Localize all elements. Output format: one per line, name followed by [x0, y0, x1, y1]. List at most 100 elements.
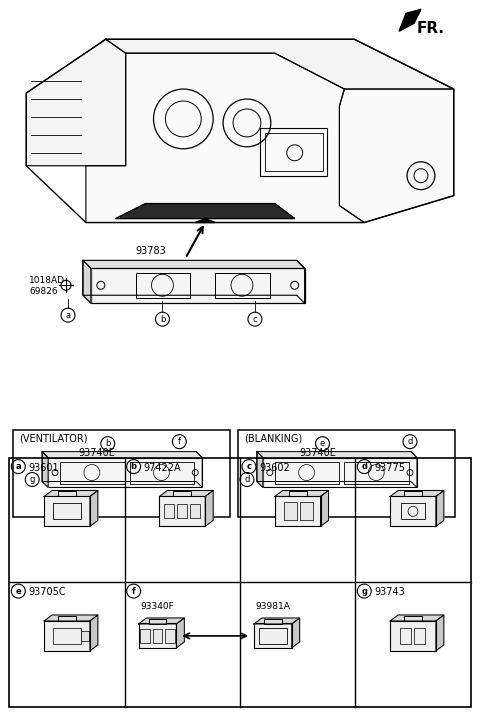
Bar: [400, 628, 411, 644]
Polygon shape: [116, 203, 295, 218]
Polygon shape: [254, 618, 300, 624]
Polygon shape: [44, 615, 98, 621]
Bar: [53, 628, 81, 644]
Bar: [178, 504, 187, 518]
Bar: [390, 621, 436, 651]
Bar: [58, 491, 76, 496]
Bar: [414, 628, 425, 644]
Polygon shape: [90, 615, 98, 651]
Bar: [254, 623, 292, 648]
Bar: [44, 496, 90, 526]
Bar: [173, 491, 192, 496]
Polygon shape: [42, 452, 202, 488]
Polygon shape: [257, 452, 417, 488]
Bar: [140, 629, 150, 643]
Text: 93601: 93601: [28, 463, 59, 473]
Bar: [264, 619, 282, 624]
Bar: [215, 273, 270, 298]
Polygon shape: [436, 491, 444, 526]
Bar: [9, 458, 471, 707]
Text: b: b: [131, 462, 137, 471]
Polygon shape: [139, 618, 184, 624]
Text: a: a: [15, 462, 21, 471]
Polygon shape: [399, 9, 421, 31]
Text: 93740E: 93740E: [78, 448, 115, 458]
Text: 93705C: 93705C: [28, 587, 66, 597]
Bar: [60, 461, 125, 483]
Polygon shape: [292, 618, 300, 648]
Polygon shape: [26, 39, 126, 166]
Bar: [344, 461, 409, 483]
Text: 93981A: 93981A: [255, 602, 290, 611]
Text: 97422A: 97422A: [144, 463, 181, 473]
Bar: [401, 503, 425, 519]
Polygon shape: [195, 218, 215, 223]
Polygon shape: [176, 618, 184, 648]
Text: 93740E: 93740E: [300, 448, 336, 458]
Bar: [404, 491, 422, 496]
Polygon shape: [159, 491, 213, 496]
Polygon shape: [321, 491, 328, 526]
Bar: [53, 503, 81, 519]
Polygon shape: [83, 261, 91, 303]
Polygon shape: [339, 89, 454, 223]
Bar: [148, 619, 167, 624]
Bar: [190, 504, 200, 518]
Bar: [390, 496, 436, 526]
Text: b: b: [105, 439, 110, 448]
Bar: [159, 496, 205, 526]
Text: c: c: [252, 315, 257, 323]
Text: d: d: [408, 437, 413, 446]
Text: 93340F: 93340F: [141, 602, 174, 611]
Text: (VENTILATOR): (VENTILATOR): [19, 433, 88, 443]
Polygon shape: [205, 491, 213, 526]
Text: d: d: [361, 462, 367, 471]
Bar: [165, 504, 174, 518]
Polygon shape: [106, 39, 454, 89]
Bar: [404, 616, 422, 621]
Text: d: d: [244, 475, 250, 484]
Bar: [300, 503, 312, 521]
Bar: [263, 458, 417, 488]
Text: a: a: [65, 311, 71, 320]
Bar: [136, 273, 190, 298]
Polygon shape: [86, 53, 364, 223]
Text: FR.: FR.: [417, 21, 445, 36]
Bar: [284, 503, 297, 521]
Bar: [44, 621, 90, 651]
Polygon shape: [390, 491, 444, 496]
Text: c: c: [246, 462, 252, 471]
Text: 1018AD
69826: 1018AD 69826: [29, 276, 65, 296]
Bar: [130, 461, 194, 483]
Text: f: f: [132, 587, 135, 595]
Polygon shape: [436, 615, 444, 651]
Bar: [153, 629, 162, 643]
Text: b: b: [160, 315, 165, 323]
Bar: [48, 458, 202, 488]
Bar: [260, 128, 327, 176]
Bar: [139, 623, 176, 648]
Polygon shape: [90, 491, 98, 526]
Text: 93775: 93775: [374, 463, 405, 473]
Bar: [265, 133, 323, 171]
Text: e: e: [15, 587, 21, 595]
Text: f: f: [178, 437, 181, 446]
Bar: [275, 496, 321, 526]
Text: 93783: 93783: [136, 246, 167, 256]
Bar: [288, 491, 307, 496]
Text: 93743: 93743: [374, 587, 405, 597]
Text: 93602: 93602: [259, 463, 289, 473]
Polygon shape: [257, 452, 263, 488]
Polygon shape: [390, 615, 444, 621]
Polygon shape: [42, 452, 48, 488]
Bar: [13, 430, 230, 518]
Bar: [166, 629, 175, 643]
Bar: [91, 268, 305, 303]
Bar: [81, 631, 89, 641]
Text: g: g: [30, 475, 35, 484]
Bar: [238, 430, 455, 518]
Bar: [275, 461, 339, 483]
Polygon shape: [44, 491, 98, 496]
Polygon shape: [83, 261, 305, 303]
Bar: [259, 628, 287, 644]
